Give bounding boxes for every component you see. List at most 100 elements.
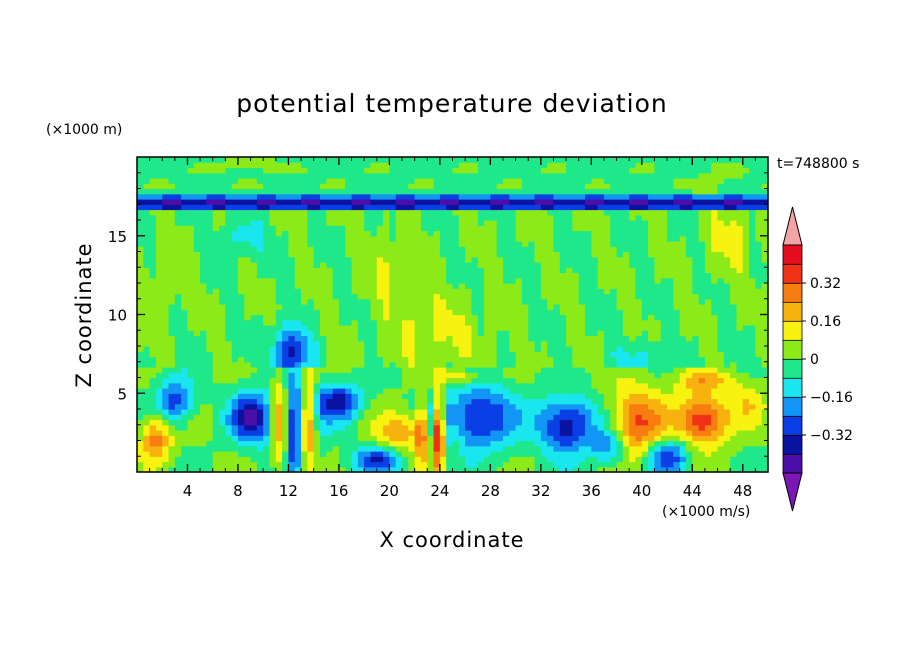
heatmap-cell (761, 230, 768, 237)
heatmap-cell (679, 209, 687, 216)
heatmap-cell (256, 424, 264, 431)
heatmap-cell (484, 372, 491, 379)
heatmap-cell (338, 414, 346, 421)
heatmap-cell (597, 288, 605, 295)
heatmap-cell (137, 267, 144, 274)
heatmap-cell (219, 382, 226, 389)
heatmap-cell (578, 314, 586, 321)
heatmap-cell (629, 372, 637, 379)
heatmap-cell (585, 298, 592, 305)
heatmap-cell (244, 298, 252, 305)
heatmap-cell (528, 340, 536, 347)
heatmap-cell (540, 235, 548, 242)
heatmap-cell (597, 330, 605, 337)
heatmap-cell (269, 241, 277, 247)
heatmap-cell (219, 367, 226, 373)
heatmap-cell (547, 451, 555, 457)
heatmap-cell (547, 325, 555, 331)
heatmap-cell (275, 267, 283, 274)
heatmap-cell (250, 451, 258, 457)
heatmap-cell (351, 319, 359, 326)
heatmap-cell (755, 351, 763, 358)
heatmap-cell (237, 451, 245, 457)
heatmap-cell (263, 235, 271, 242)
heatmap-cell (389, 314, 397, 321)
heatmap-cell (572, 262, 580, 268)
heatmap-cell (591, 214, 599, 221)
heatmap-cell (761, 356, 768, 363)
heatmap-cell (616, 235, 624, 242)
heatmap-cell (622, 424, 630, 431)
heatmap-cell (427, 388, 435, 394)
heatmap-cell (540, 288, 548, 295)
heatmap-cell (679, 398, 687, 405)
heatmap-cell (591, 372, 599, 379)
heatmap-cell (149, 346, 157, 352)
heatmap-cell (162, 356, 170, 363)
heatmap-cell (427, 398, 435, 405)
heatmap-cell (578, 456, 586, 463)
heatmap-cell (376, 330, 384, 337)
heatmap-cell (452, 356, 460, 363)
heatmap-cell (319, 361, 327, 368)
heatmap-cell (212, 214, 220, 221)
heatmap-cell (149, 393, 157, 400)
heatmap-cell (402, 230, 409, 237)
heatmap-cell (597, 335, 605, 342)
heatmap-cell (502, 293, 510, 300)
heatmap-cell (477, 241, 485, 247)
heatmap-cell (559, 288, 567, 295)
heatmap-cell (307, 267, 315, 274)
heatmap-cell (162, 241, 170, 247)
heatmap-cell (667, 356, 674, 363)
heatmap-cell (345, 256, 353, 263)
heatmap-cell (414, 330, 422, 337)
heatmap-cell (742, 230, 750, 237)
heatmap-cell (275, 214, 283, 221)
heatmap-cell (389, 393, 397, 400)
heatmap-cell (168, 335, 176, 342)
heatmap-cell (231, 435, 239, 442)
heatmap-cell (319, 377, 327, 384)
heatmap-cell (282, 409, 290, 415)
heatmap-cell (155, 445, 163, 452)
heatmap-cell (616, 330, 624, 337)
heatmap-cell (572, 346, 580, 352)
heatmap-cell (237, 251, 245, 258)
heatmap-cell (174, 372, 182, 379)
heatmap-cell (155, 246, 163, 253)
heatmap-cell (660, 403, 668, 410)
heatmap-cell (458, 214, 466, 221)
heatmap-cell (383, 325, 390, 331)
heatmap-cell (269, 225, 277, 232)
heatmap-cell (433, 393, 441, 400)
heatmap-cell (452, 451, 460, 457)
heatmap-cell (326, 309, 334, 316)
heatmap-cell (187, 220, 195, 226)
heatmap-cell (137, 256, 144, 263)
heatmap-cell (742, 314, 750, 321)
heatmap-cell (408, 314, 416, 321)
heatmap-cell (256, 277, 264, 284)
heatmap-cell (717, 351, 725, 358)
heatmap-cell (654, 283, 662, 289)
heatmap-cell (471, 288, 479, 295)
heatmap-cell (679, 230, 687, 237)
heatmap-cell (717, 346, 725, 352)
heatmap-cell (319, 372, 327, 379)
heatmap-cell (345, 430, 353, 436)
heatmap-cell (256, 372, 264, 379)
heatmap-cell (288, 262, 296, 268)
heatmap-cell (402, 466, 409, 472)
heatmap-cell (685, 419, 693, 426)
heatmap-cell (610, 461, 618, 468)
heatmap-cell (635, 225, 643, 232)
heatmap-cell (414, 445, 422, 452)
heatmap-cell (496, 382, 504, 389)
heatmap-cell (566, 340, 573, 347)
heatmap-cell (679, 414, 687, 421)
heatmap-cell (288, 246, 296, 253)
heatmap-cell (685, 246, 693, 253)
heatmap-cell (414, 451, 422, 457)
heatmap-cell (212, 277, 220, 284)
